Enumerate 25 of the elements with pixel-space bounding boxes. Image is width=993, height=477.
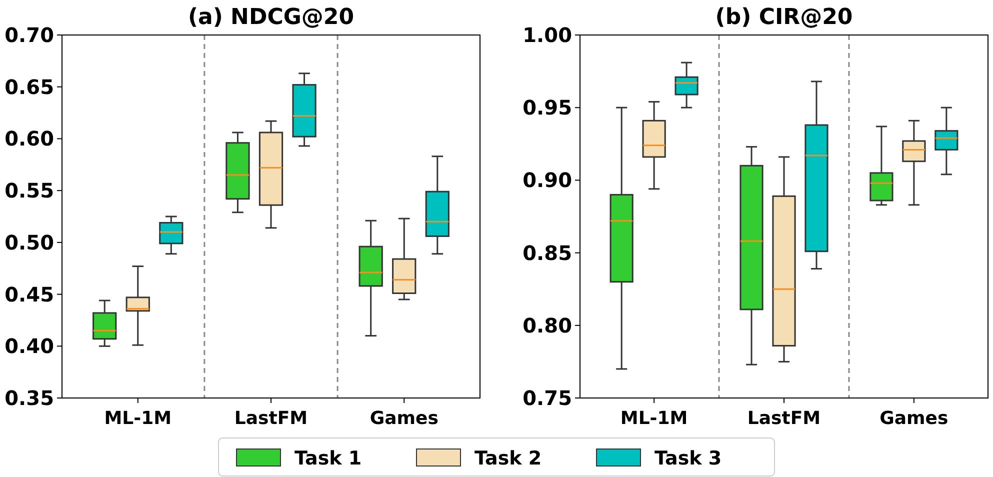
- legend-label: Task 1: [294, 448, 362, 470]
- y-tick-label: 0.70: [4, 23, 54, 47]
- y-tick-label: 0.60: [4, 126, 54, 151]
- x-tick-label: LastFM: [234, 408, 308, 429]
- y-tick-label: 0.45: [4, 282, 54, 306]
- y-tick-label: 0.75: [522, 386, 572, 410]
- chart-title: (a) NDCG@20: [188, 5, 354, 30]
- y-tick-label: 0.85: [522, 240, 572, 265]
- y-tick-label: 0.35: [4, 386, 54, 410]
- y-tick-label: 0.95: [522, 96, 572, 120]
- legend-label: Task 3: [654, 448, 722, 470]
- y-tick-label: 0.65: [4, 74, 54, 99]
- y-tick-label: 0.55: [4, 178, 54, 203]
- y-tick-label: 0.40: [4, 334, 54, 358]
- chart-title: (b) CIR@20: [715, 5, 853, 30]
- x-tick-label: LastFM: [747, 408, 821, 429]
- x-tick-label: Games: [880, 408, 948, 429]
- y-tick-label: 0.90: [522, 168, 572, 192]
- y-tick-label: 0.80: [522, 313, 572, 338]
- x-tick-label: Games: [370, 408, 438, 429]
- legend-label: Task 2: [474, 448, 542, 470]
- x-tick-label: ML-1M: [104, 408, 172, 429]
- x-tick-label: ML-1M: [620, 408, 688, 429]
- y-tick-label: 1.00: [522, 23, 572, 47]
- y-tick-label: 0.50: [4, 230, 54, 254]
